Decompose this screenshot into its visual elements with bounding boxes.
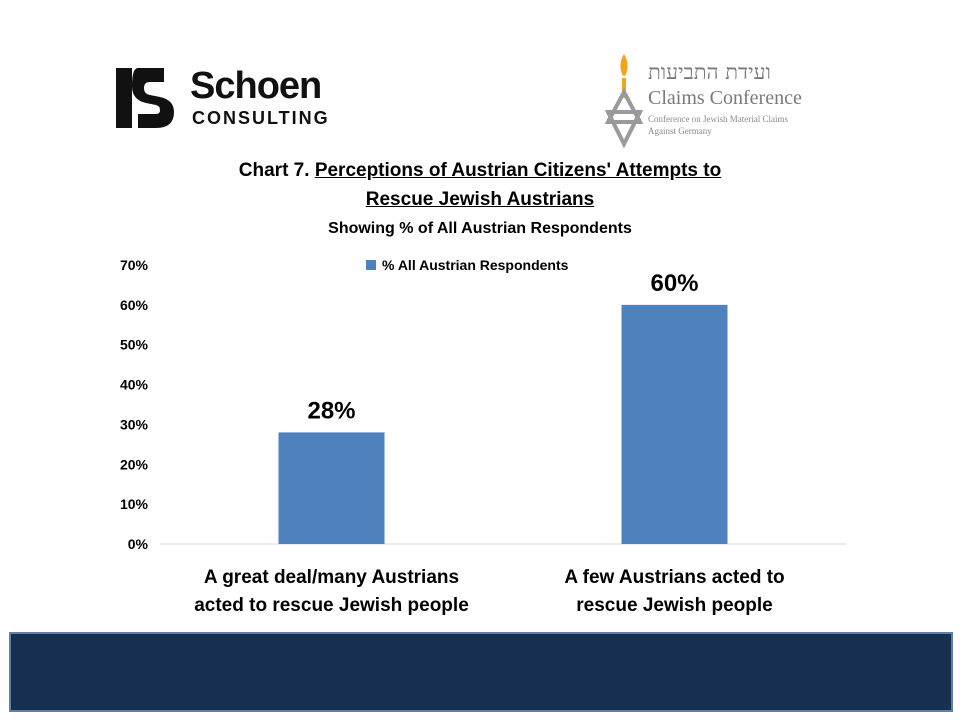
chart-title-line-2: Rescue Jewish Austrians <box>0 189 960 211</box>
claims-logo-name: Claims Conference <box>648 87 802 109</box>
bar <box>278 432 385 544</box>
y-tick-label: 20% <box>120 456 149 472</box>
schoen-logo-subtitle: CONSULTING <box>192 108 330 128</box>
chart-title-underlined-2: Rescue Jewish Austrians <box>365 189 595 210</box>
y-tick-label: 0% <box>128 536 149 552</box>
bar-data-label: 60% <box>650 270 698 297</box>
y-tick-label: 60% <box>120 297 149 313</box>
y-tick-label: 40% <box>120 377 149 393</box>
claims-logo-hebrew-text: ועידת התביעות <box>648 60 771 84</box>
legend-label: % All Austrian Respondents <box>382 257 569 273</box>
chart-subtitle: Showing % of All Austrian Respondents <box>328 220 632 237</box>
y-tick-label: 70% <box>120 257 149 273</box>
candle-star-of-david-icon <box>604 54 644 148</box>
bar-data-label: 28% <box>307 397 355 424</box>
claims-conference-logo: ועידת התביעות Claims Conference Conferen… <box>604 52 824 148</box>
footer-banner <box>9 632 953 712</box>
claims-logo-tagline-1: Conference on Jewish Material Claims <box>648 114 788 124</box>
chart-title-underlined-1: Perceptions of Austrian Citizens' Attemp… <box>314 160 722 181</box>
bar-chart: 0% 10% 20% 30% 40% 50% 60% 70% 28% A great deal/m… <box>120 257 846 616</box>
y-tick-label: 10% <box>120 496 149 512</box>
schoen-consulting-logo: Schoen CONSULTING <box>116 66 346 132</box>
x-category-label: acted to rescue Jewish people <box>194 595 469 616</box>
x-category-label: rescue Jewish people <box>576 595 772 616</box>
claims-logo-tagline-2: Against Germany <box>648 126 712 136</box>
y-tick-label: 50% <box>120 337 149 353</box>
schoen-s-mark-icon <box>116 68 174 128</box>
y-tick-label: 30% <box>120 416 149 432</box>
legend-swatch <box>366 260 376 270</box>
schoen-logo-name: Schoen <box>190 65 322 107</box>
x-category-label: A great deal/many Austrians <box>204 567 459 588</box>
chart-title-prefix: Chart 7. <box>238 160 315 181</box>
bar <box>621 304 728 544</box>
x-category-label: A few Austrians acted to <box>564 567 784 588</box>
chart-title-line-1: Chart 7. Perceptions of Austrian Citizen… <box>0 160 960 182</box>
